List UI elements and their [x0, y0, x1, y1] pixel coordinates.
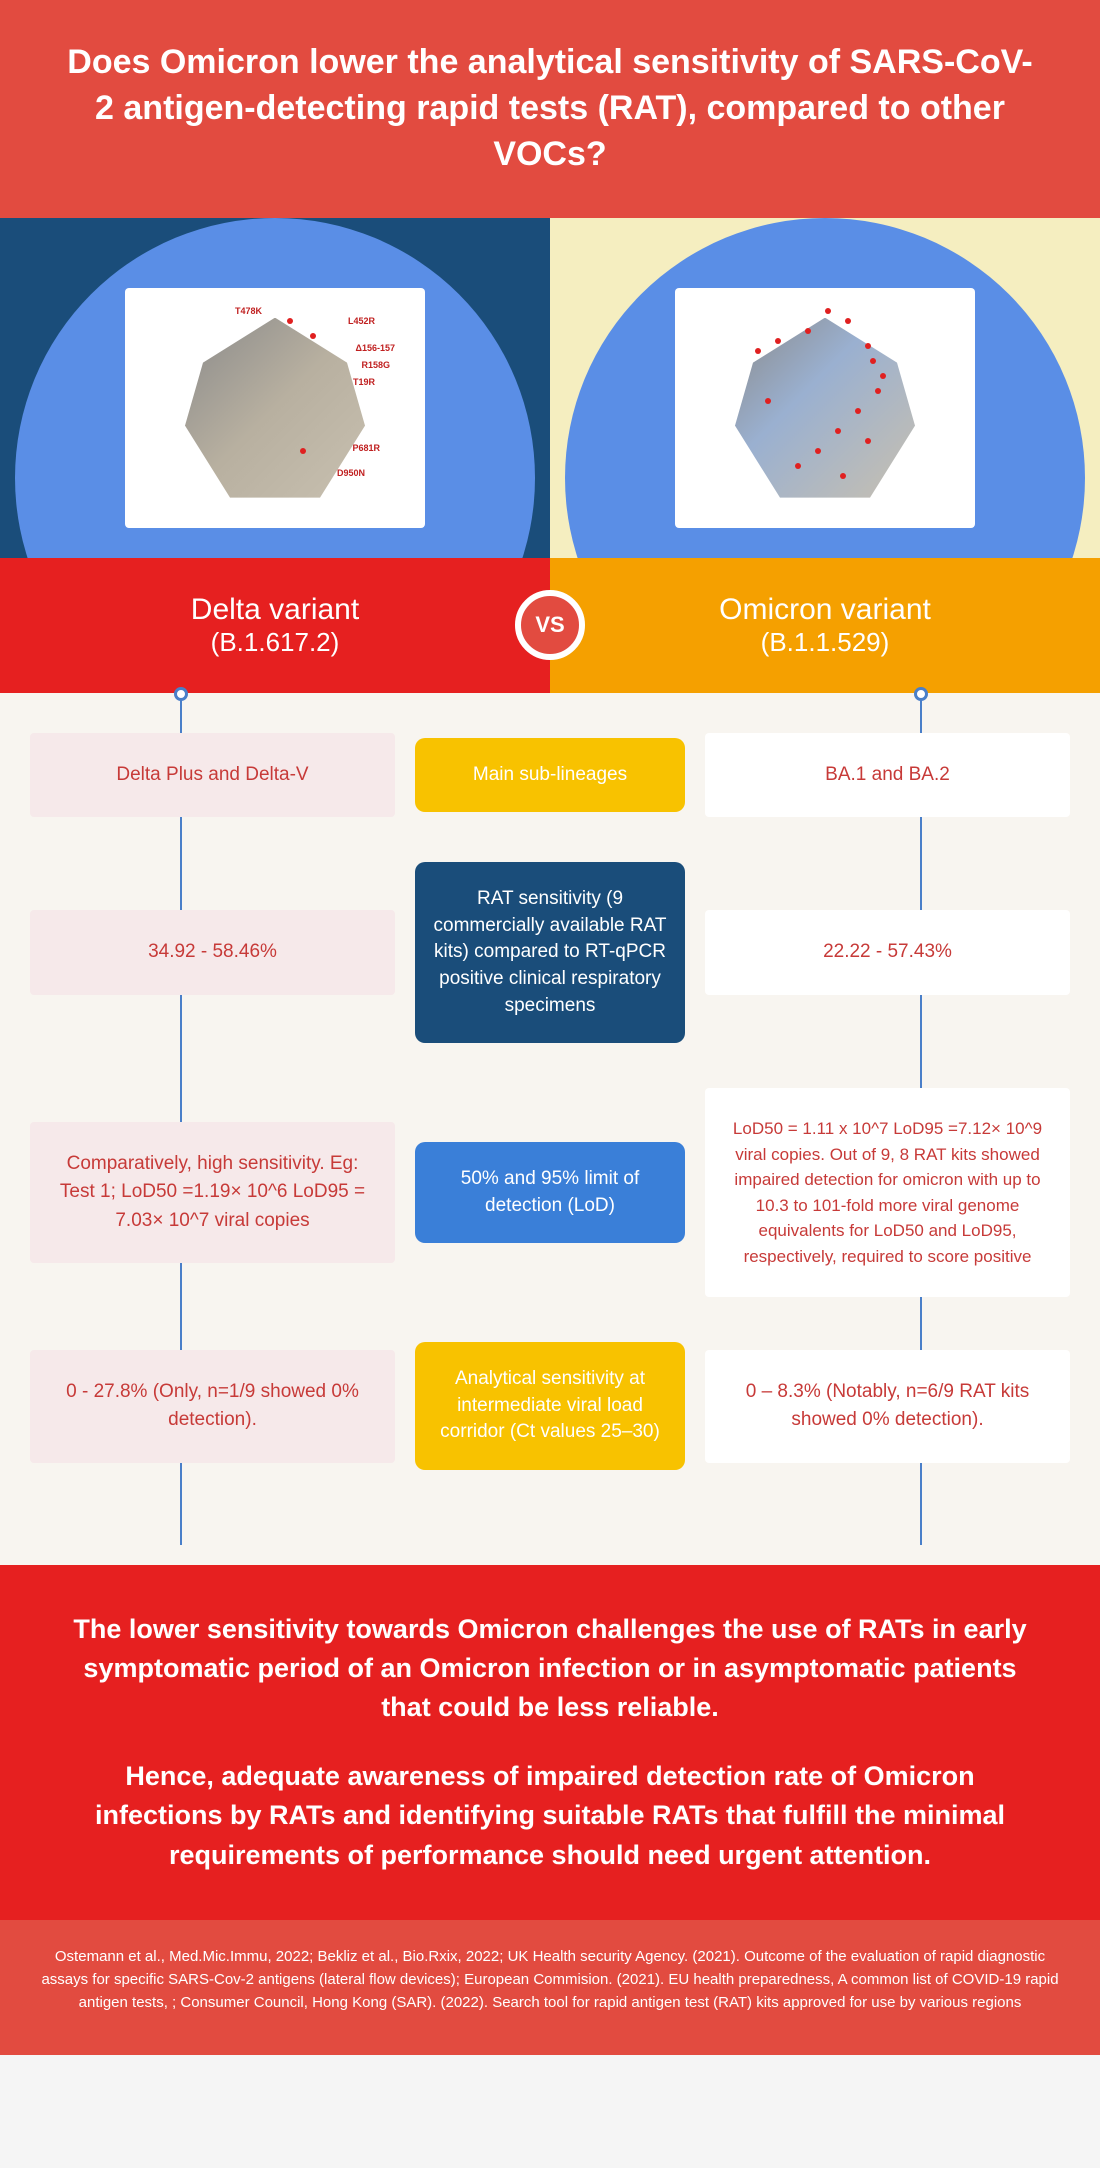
omicron-value: 22.22 - 57.43% — [705, 910, 1070, 995]
omicron-protein-cell — [550, 218, 1100, 558]
omicron-label: Omicron variant (B.1.1.529) — [550, 558, 1100, 693]
omicron-lineage: (B.1.1.529) — [570, 627, 1080, 658]
vs-badge: VS — [515, 590, 585, 660]
category-label: Analytical sensitivity at intermediate v… — [415, 1342, 685, 1470]
delta-mutation-labels: T478K L452R Δ156-157 R158G T19R P681R D9… — [125, 288, 425, 528]
omicron-name: Omicron variant — [570, 593, 1080, 627]
delta-label: Delta variant (B.1.617.2) — [0, 558, 550, 693]
category-label: RAT sensitivity (9 commercially availabl… — [415, 862, 685, 1043]
category-label: 50% and 95% limit of detection (LoD) — [415, 1142, 685, 1243]
comparison-row: Comparatively, high sensitivity. Eg: Tes… — [30, 1088, 1070, 1297]
omicron-value: LoD50 = 1.11 x 10^7 LoD95 =7.12× 10^9 vi… — [705, 1088, 1070, 1297]
mutation-label: R158G — [361, 360, 390, 370]
comparison-row: 0 - 27.8% (Only, n=1/9 showed 0% detecti… — [30, 1342, 1070, 1470]
delta-protein-card: T478K L452R Δ156-157 R158G T19R P681R D9… — [125, 288, 425, 528]
delta-lineage: (B.1.617.2) — [20, 627, 530, 658]
mutation-label: T478K — [235, 306, 262, 316]
mutation-label: T19R — [353, 377, 375, 387]
references-block: Ostemann et al., Med.Mic.Immu, 2022; Bek… — [0, 1920, 1100, 2055]
conclusion-para-1: The lower sensitivity towards Omicron ch… — [70, 1610, 1030, 1727]
variant-label-row: Delta variant (B.1.617.2) Omicron varian… — [0, 558, 1100, 693]
mutation-label: Δ156-157 — [356, 343, 396, 353]
omicron-value: BA.1 and BA.2 — [705, 733, 1070, 818]
omicron-mutation-dots — [675, 288, 975, 528]
delta-value: 34.92 - 58.46% — [30, 910, 395, 995]
protein-image-row: T478K L452R Δ156-157 R158G T19R P681R D9… — [0, 218, 1100, 558]
omicron-value: 0 – 8.3% (Notably, n=6/9 RAT kits showed… — [705, 1350, 1070, 1463]
category-label: Main sub-lineages — [415, 738, 685, 813]
header-title: Does Omicron lower the analytical sensit… — [0, 0, 1100, 218]
mutation-label: P681R — [352, 443, 380, 453]
delta-protein-cell: T478K L452R Δ156-157 R158G T19R P681R D9… — [0, 218, 550, 558]
mutation-label: L452R — [348, 316, 375, 326]
delta-name: Delta variant — [20, 593, 530, 627]
infographic-container: Does Omicron lower the analytical sensit… — [0, 0, 1100, 2055]
omicron-protein-card — [675, 288, 975, 528]
delta-value: Comparatively, high sensitivity. Eg: Tes… — [30, 1122, 395, 1264]
conclusion-para-2: Hence, adequate awareness of impaired de… — [70, 1757, 1030, 1874]
mutation-label: D950N — [337, 468, 365, 478]
conclusion-block: The lower sensitivity towards Omicron ch… — [0, 1565, 1100, 1920]
comparison-row: Delta Plus and Delta-V Main sub-lineages… — [30, 733, 1070, 818]
comparison-section: Delta Plus and Delta-V Main sub-lineages… — [0, 693, 1100, 1565]
delta-value: 0 - 27.8% (Only, n=1/9 showed 0% detecti… — [30, 1350, 395, 1463]
delta-value: Delta Plus and Delta-V — [30, 733, 395, 818]
comparison-row: 34.92 - 58.46% RAT sensitivity (9 commer… — [30, 862, 1070, 1043]
